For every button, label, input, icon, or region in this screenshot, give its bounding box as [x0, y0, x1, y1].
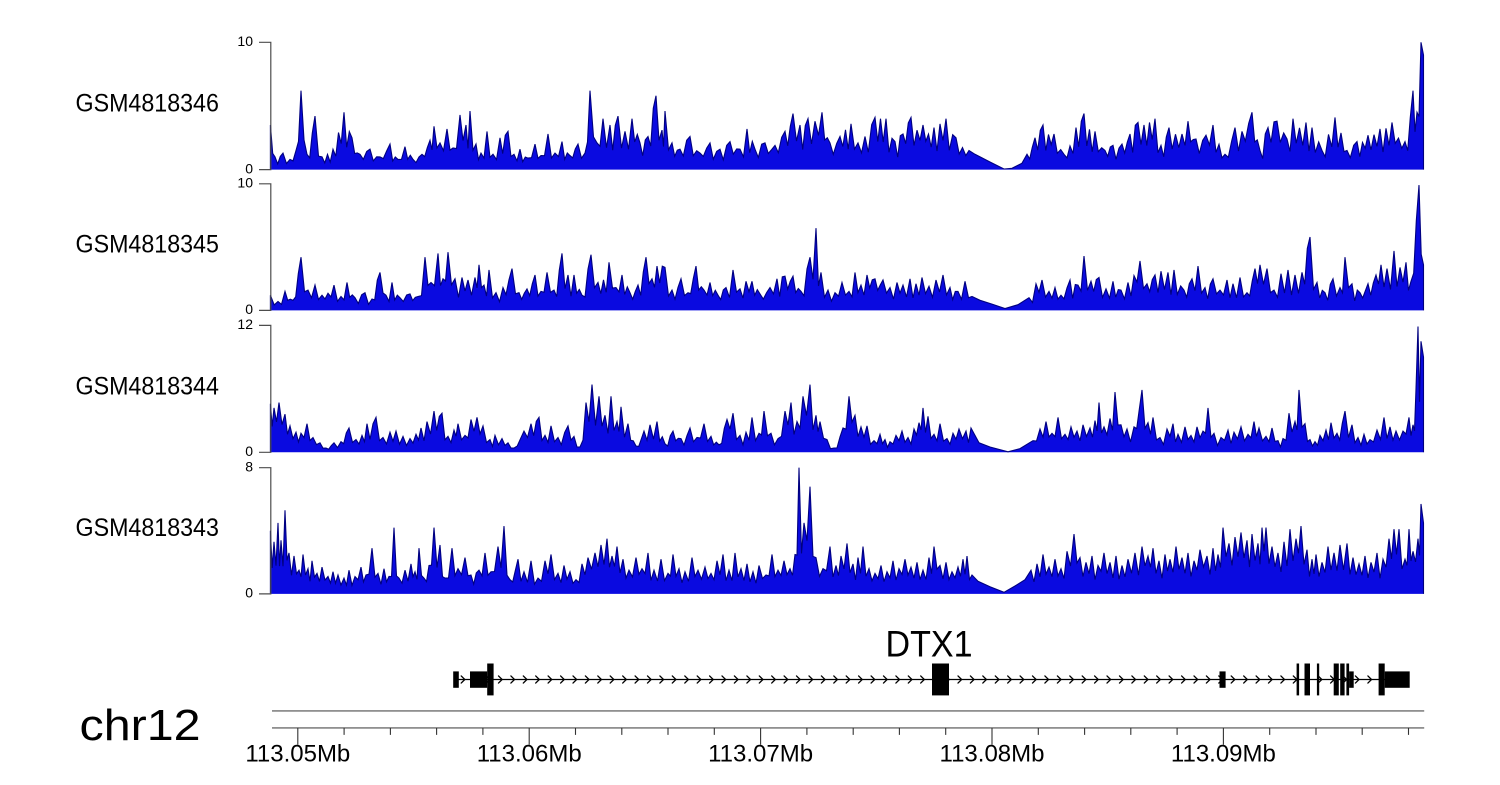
svg-text:0: 0	[245, 301, 253, 317]
svg-text:DTX1: DTX1	[885, 623, 972, 665]
svg-text:113.05Mb: 113.05Mb	[245, 741, 350, 768]
svg-text:113.07Mb: 113.07Mb	[708, 741, 813, 768]
svg-text:0: 0	[245, 585, 253, 601]
svg-text:10: 10	[237, 175, 253, 191]
svg-text:113.09Mb: 113.09Mb	[1171, 741, 1276, 768]
svg-text:GSM4818345: GSM4818345	[76, 231, 219, 259]
svg-text:12: 12	[237, 316, 253, 332]
svg-text:chr12: chr12	[80, 700, 201, 749]
svg-text:8: 8	[245, 458, 253, 474]
svg-text:GSM4818343: GSM4818343	[76, 514, 219, 542]
svg-text:GSM4818346: GSM4818346	[76, 90, 219, 118]
svg-text:GSM4818344: GSM4818344	[76, 373, 219, 401]
svg-text:0: 0	[245, 443, 253, 459]
svg-text:113.08Mb: 113.08Mb	[940, 741, 1045, 768]
svg-text:0: 0	[245, 160, 253, 176]
svg-text:113.06Mb: 113.06Mb	[477, 741, 582, 768]
svg-text:10: 10	[237, 33, 253, 49]
